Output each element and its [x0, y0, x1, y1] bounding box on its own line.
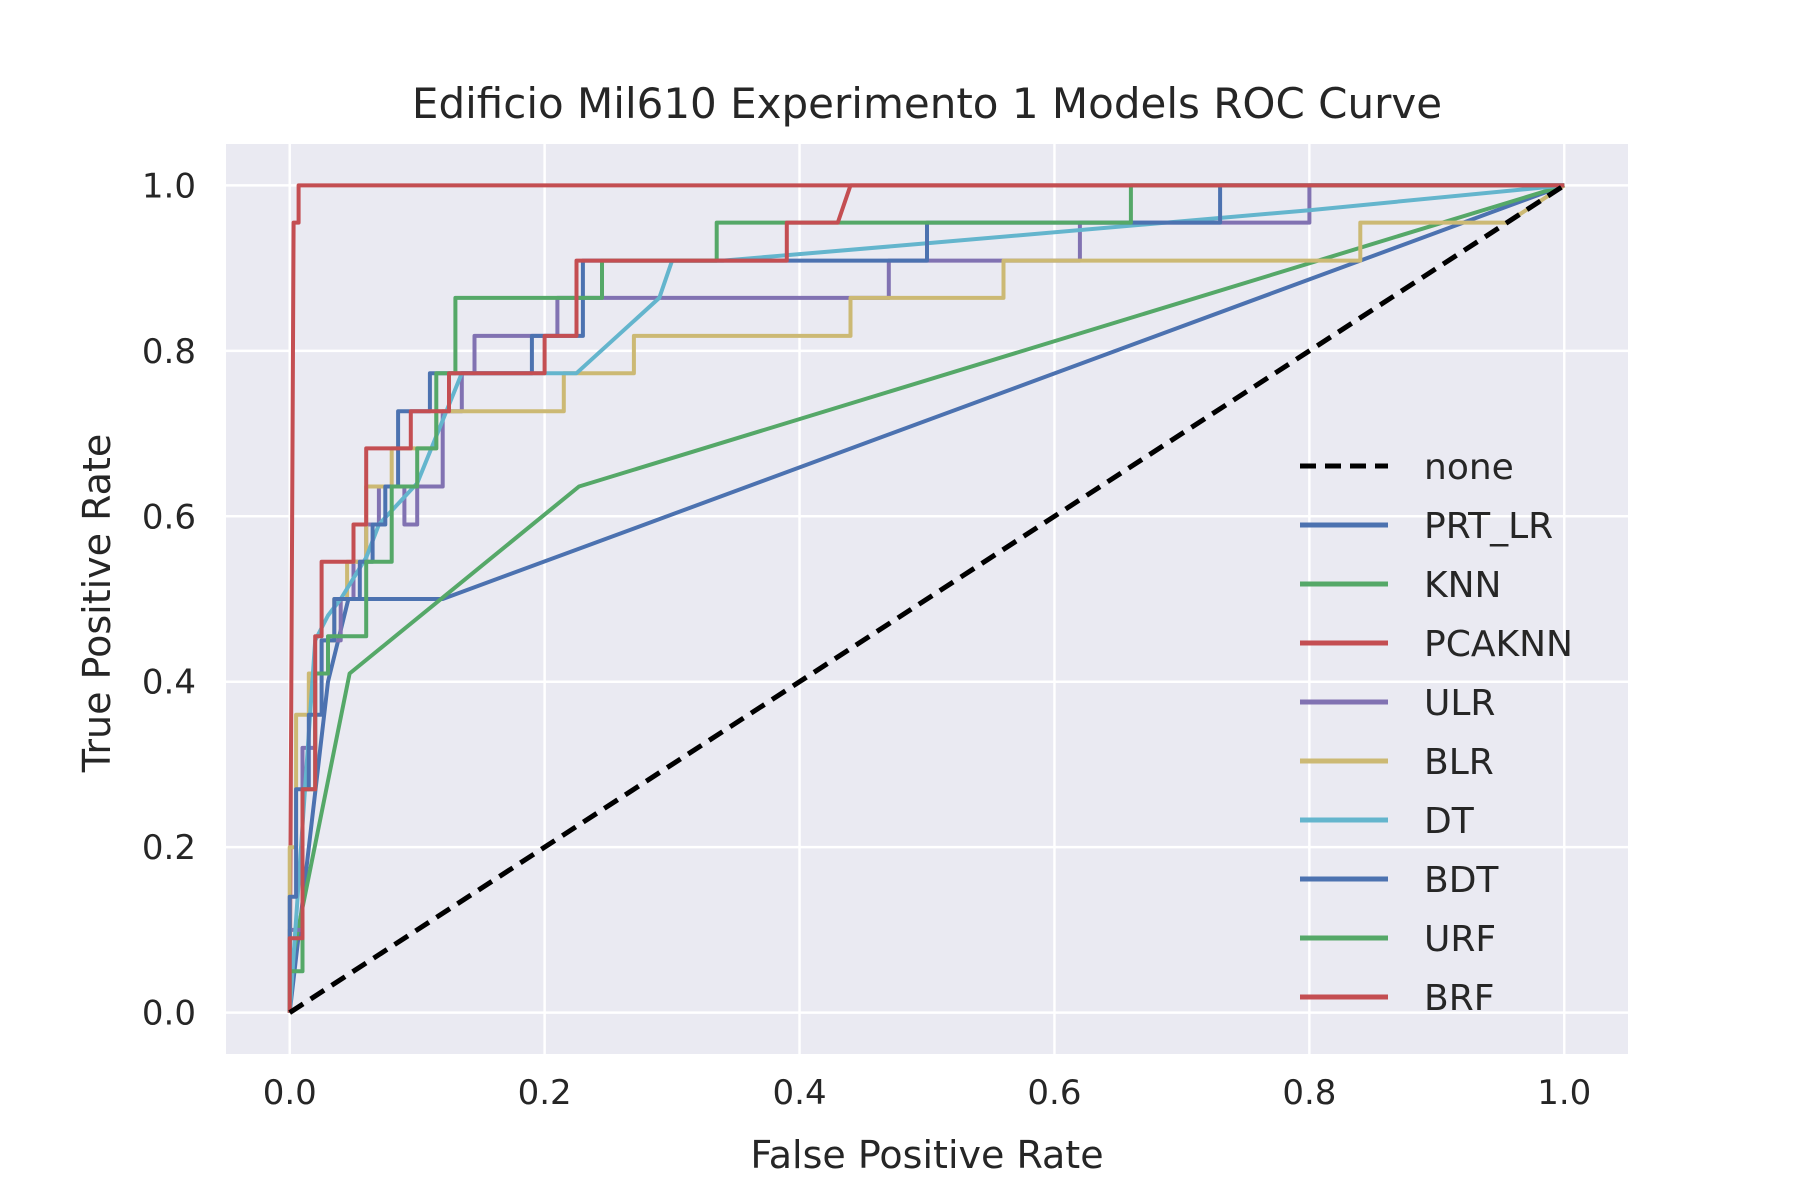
legend: none PRT_LR KNN PCAKNN ULR BLR DT BDT URF BRF	[1300, 447, 1573, 1019]
x-tick-label: 0.4	[773, 1073, 827, 1113]
y-axis-label: True Positive Rate	[75, 434, 119, 774]
chart-title: Edificio Mil610 Experimento 1 Models ROC…	[412, 79, 1442, 128]
series-layer	[287, 183, 1566, 1015]
series-line-pcaknn	[287, 183, 1565, 1013]
y-tick-label: 1.0	[142, 166, 196, 206]
y-tick-label: 0.8	[142, 332, 196, 372]
x-tick-label: 0.2	[518, 1073, 572, 1113]
legend-label: BDT	[1424, 860, 1499, 901]
legend-label: KNN	[1424, 565, 1501, 606]
series-line-knn	[287, 183, 1565, 972]
legend-label: PRT_LR	[1424, 506, 1553, 547]
x-tick-labels: 0.0 0.2 0.4 0.6 0.8 1.0	[263, 1073, 1592, 1113]
x-tick-label: 0.8	[1282, 1073, 1336, 1113]
y-tick-label: 0.6	[142, 497, 196, 537]
legend-label: URF	[1424, 919, 1496, 960]
series-line-brf	[287, 183, 1565, 1013]
legend-label: none	[1424, 447, 1514, 488]
x-tick-label: 0.6	[1027, 1073, 1081, 1113]
legend-label: BLR	[1424, 742, 1494, 783]
legend-label: DT	[1424, 801, 1475, 842]
y-tick-label: 0.2	[142, 828, 196, 868]
legend-label: BRF	[1424, 978, 1494, 1019]
legend-label: ULR	[1424, 683, 1495, 724]
series-line-none	[288, 183, 1566, 1015]
x-axis-label: False Positive Rate	[750, 1133, 1103, 1177]
legend-label: PCAKNN	[1424, 624, 1573, 665]
y-tick-label: 0.4	[142, 663, 196, 703]
x-tick-label: 0.0	[263, 1073, 317, 1113]
y-tick-label: 0.0	[142, 994, 196, 1034]
x-tick-label: 1.0	[1537, 1073, 1591, 1113]
y-tick-labels: 0.0 0.2 0.4 0.6 0.8 1.0	[142, 166, 196, 1033]
